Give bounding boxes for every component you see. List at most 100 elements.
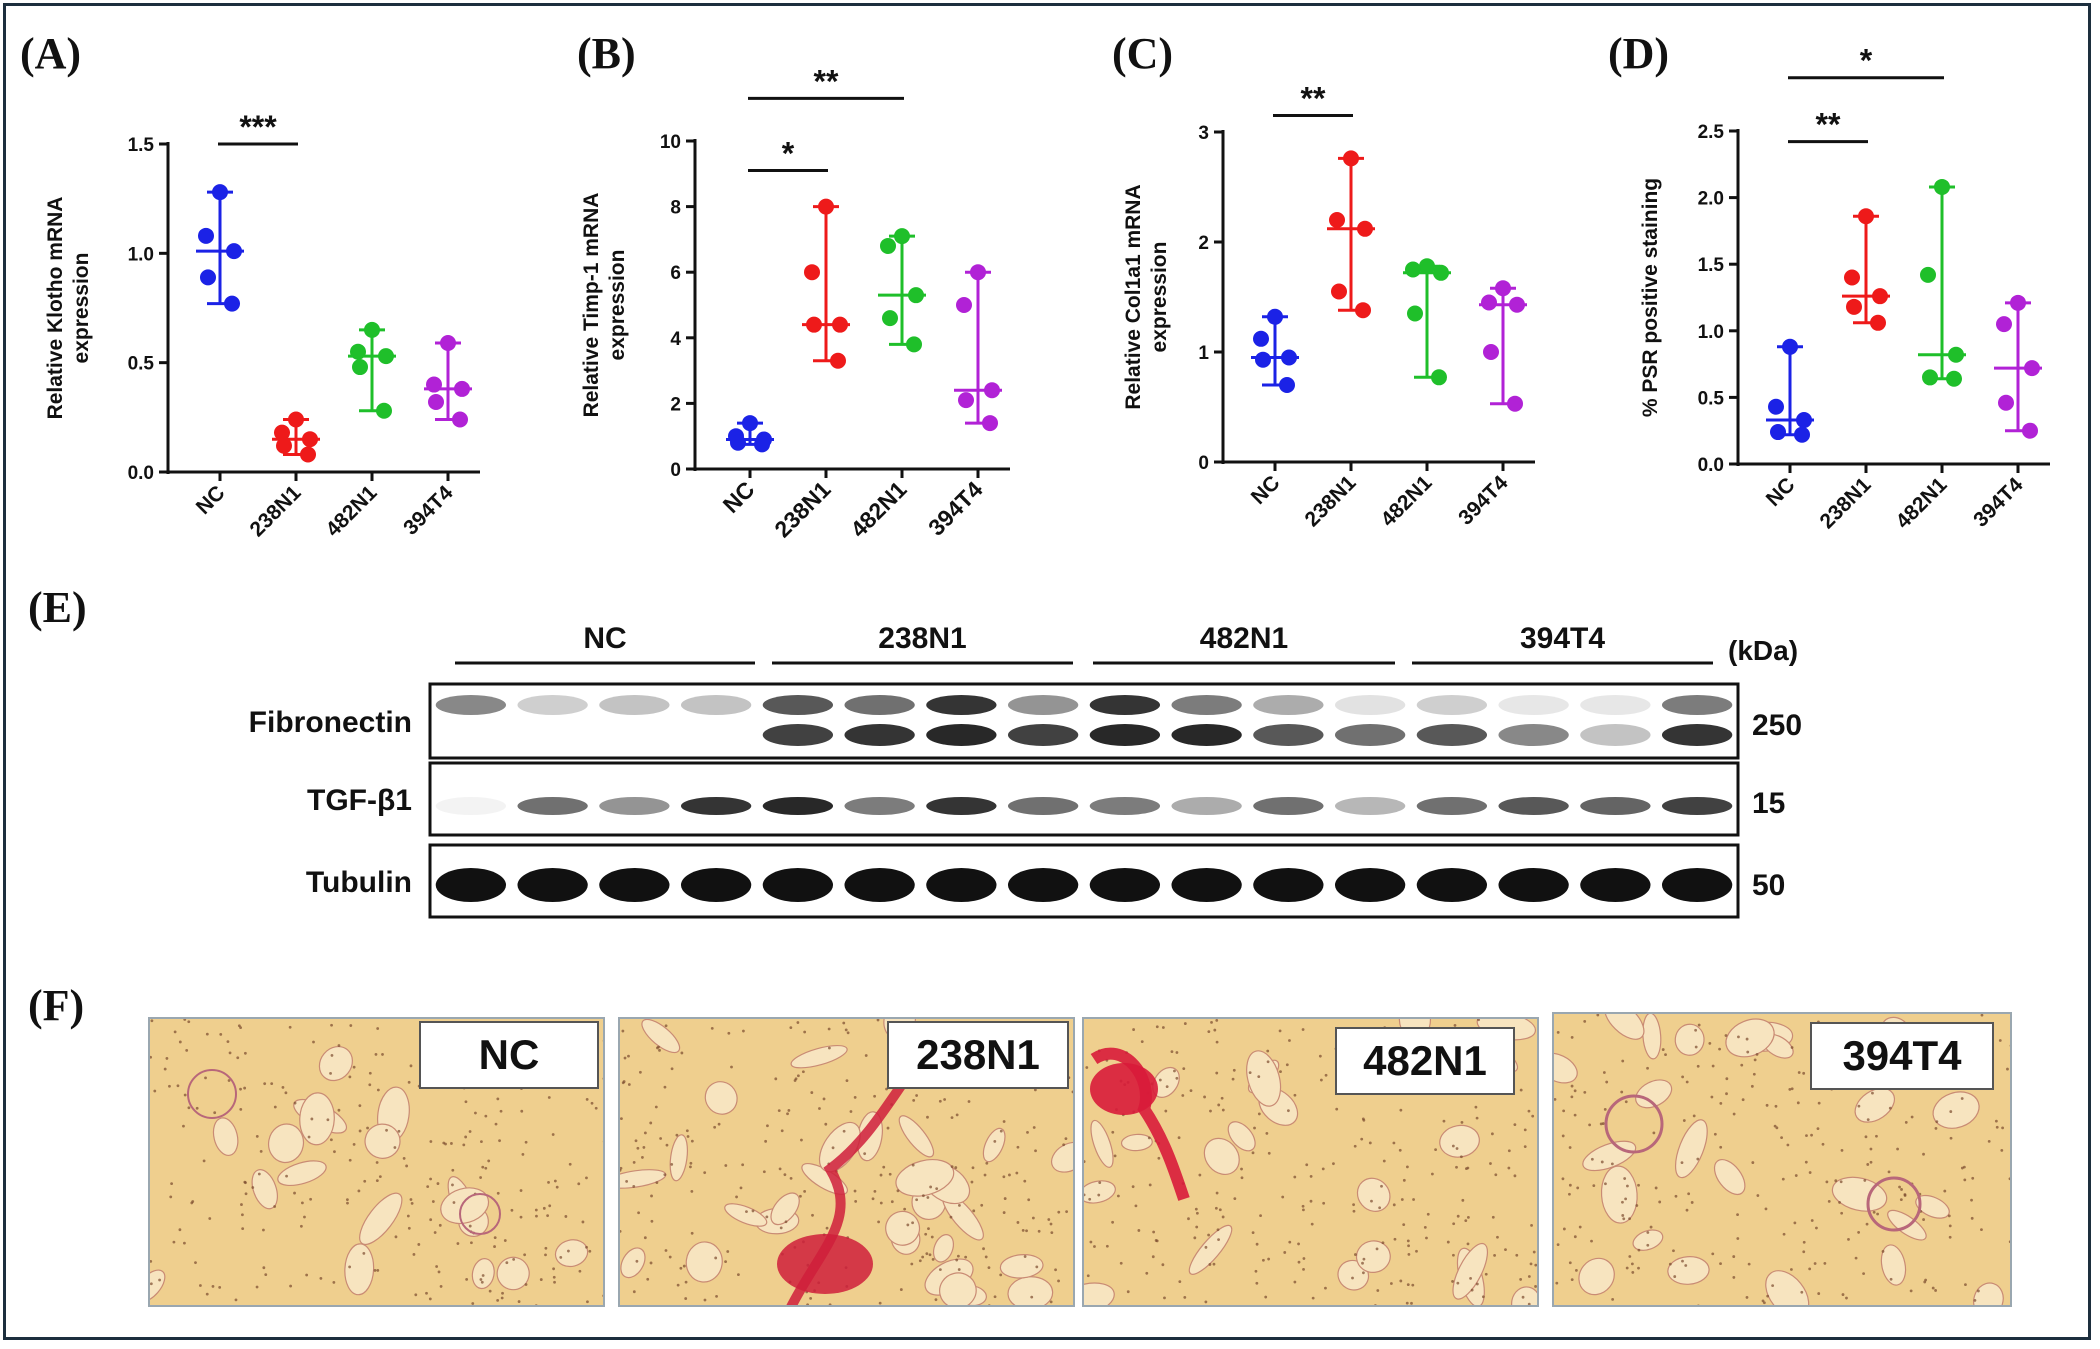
tubule — [496, 1256, 530, 1291]
nucleus-dot — [1399, 1108, 1403, 1112]
nucleus-dot — [505, 1261, 509, 1265]
nucleus-dot — [879, 1173, 883, 1177]
nucleus-dot — [1111, 1130, 1115, 1134]
nucleus-dot — [1570, 1095, 1574, 1099]
data-point — [970, 264, 986, 281]
nucleus-dot — [888, 1172, 892, 1176]
blot-band — [844, 695, 915, 715]
nucleus-dot — [928, 1253, 932, 1257]
nucleus-dot — [1538, 1226, 1539, 1229]
nucleus-dot — [435, 1265, 439, 1268]
nucleus-dot — [935, 1187, 939, 1191]
nucleus-dot — [1054, 1268, 1057, 1272]
nucleus-dot — [864, 1054, 868, 1057]
nucleus-dot — [194, 1261, 197, 1265]
nucleus-dot — [1464, 1219, 1468, 1223]
nucleus-dot — [163, 1067, 167, 1071]
nucleus-dot — [1015, 1171, 1019, 1175]
nucleus-dot — [742, 1029, 745, 1033]
nucleus-dot — [800, 1138, 803, 1142]
nucleus-dot — [1755, 1052, 1759, 1056]
nucleus-dot — [468, 1130, 472, 1133]
nucleus-dot — [1406, 1283, 1410, 1287]
nucleus-dot — [1857, 1104, 1861, 1108]
nucleus-dot — [484, 1166, 488, 1170]
nucleus-dot — [544, 1253, 547, 1257]
nucleus-dot — [627, 1083, 631, 1086]
tubule — [1084, 1282, 1115, 1305]
nucleus-dot — [1692, 1114, 1696, 1118]
nucleus-dot — [337, 1044, 341, 1047]
nucleus-dot — [352, 1143, 356, 1146]
nucleus-dot — [1800, 1290, 1804, 1294]
y-tick-label: 0.0 — [128, 463, 154, 484]
nucleus-dot — [955, 1258, 959, 1262]
nucleus-dot — [827, 1027, 831, 1031]
nucleus-dot — [1744, 1305, 1747, 1307]
blot-kda-label: 250 — [1752, 709, 1802, 742]
nucleus-dot — [1881, 1250, 1885, 1253]
nucleus-dot — [670, 1162, 674, 1166]
data-point — [1433, 264, 1449, 281]
nucleus-dot — [153, 1089, 157, 1093]
nucleus-dot — [1021, 1228, 1025, 1232]
nucleus-dot — [1322, 1201, 1326, 1205]
y-tick-label: 2.5 — [1698, 122, 1725, 143]
y-tick-label: 1.5 — [1698, 255, 1725, 276]
nucleus-dot — [1681, 1075, 1685, 1079]
nucleus-dot — [1131, 1185, 1135, 1189]
nucleus-dot — [1980, 1228, 1983, 1232]
histology-label-482n1: 482N1 — [1335, 1027, 1515, 1095]
nucleus-dot — [690, 1139, 694, 1143]
blot-band — [1253, 695, 1324, 715]
nucleus-dot — [1943, 1189, 1947, 1193]
panel-label-c: (C) — [1112, 29, 1174, 78]
blot-row-box — [428, 682, 1740, 760]
nucleus-dot — [1555, 1281, 1559, 1285]
data-point — [1796, 412, 1812, 429]
nucleus-dot — [1625, 1266, 1629, 1270]
nucleus-dot — [1023, 1255, 1027, 1258]
nucleus-dot — [468, 1224, 472, 1228]
nucleus-dot — [1631, 1271, 1635, 1274]
nucleus-dot — [319, 1276, 323, 1280]
data-point — [754, 436, 770, 453]
nucleus-dot — [1382, 1159, 1386, 1163]
nucleus-dot — [1718, 1047, 1721, 1051]
y-axis-label: % PSR positive staining — [1639, 178, 1662, 417]
nucleus-dot — [1719, 1145, 1723, 1149]
nucleus-dot — [737, 1273, 740, 1277]
nucleus-dot — [1970, 1216, 1974, 1220]
nucleus-dot — [1590, 1157, 1594, 1161]
nucleus-dot — [1002, 1175, 1006, 1179]
nucleus-dot — [684, 1280, 688, 1284]
nucleus-dot — [1685, 1208, 1689, 1212]
nucleus-dot — [1876, 1212, 1880, 1216]
data-point — [352, 359, 368, 376]
nucleus-dot — [255, 1135, 259, 1138]
nucleus-dot — [1187, 1217, 1190, 1221]
blot-band — [1661, 724, 1733, 746]
nucleus-dot — [496, 1299, 500, 1302]
nucleus-dot — [993, 1140, 997, 1143]
nucleus-dot — [956, 1254, 960, 1258]
nucleus-dot — [1452, 1222, 1456, 1226]
nucleus-dot — [1752, 1072, 1756, 1076]
nucleus-dot — [1093, 1245, 1096, 1248]
kda-unit-label: (kDa) — [1728, 635, 1798, 666]
nucleus-dot — [182, 1124, 185, 1128]
nucleus-dot — [552, 1275, 556, 1279]
nucleus-dot — [1412, 1198, 1415, 1201]
nucleus-dot — [227, 1079, 231, 1082]
nucleus-dot — [305, 1273, 309, 1277]
nucleus-dot — [1207, 1030, 1211, 1034]
nucleus-dot — [1740, 1063, 1744, 1067]
nucleus-dot — [1568, 1192, 1571, 1196]
nucleus-dot — [496, 1097, 500, 1101]
y-tick-label: 0.0 — [1698, 455, 1724, 476]
nucleus-dot — [1562, 1109, 1566, 1113]
nucleus-dot — [273, 1105, 277, 1109]
data-point — [428, 394, 444, 411]
nucleus-dot — [1293, 1093, 1297, 1097]
nucleus-dot — [780, 1129, 784, 1133]
